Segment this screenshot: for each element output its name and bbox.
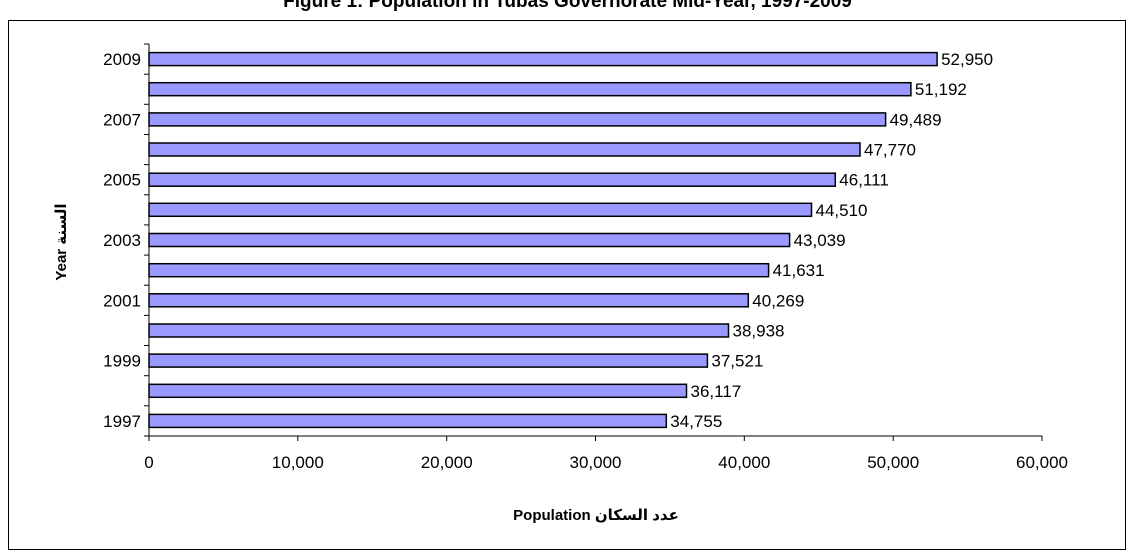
- y-tick-label-1999: 1999: [103, 352, 141, 371]
- chart-title: Figure 1: Population in Tubas Governorat…: [283, 0, 852, 12]
- bar-2000: [148, 323, 730, 338]
- x-tick-label-0: 0: [144, 453, 153, 472]
- y-tick-label-2009: 2009: [103, 50, 141, 69]
- x-axis-title: عدد السكان Population: [513, 507, 679, 524]
- data-label-2008: 51,192: [915, 80, 967, 99]
- data-label-1999: 37,521: [711, 352, 763, 371]
- data-label-1997: 34,755: [670, 412, 722, 431]
- bar-2007: [148, 112, 887, 127]
- bar-1998: [148, 383, 688, 399]
- bar-2001: [148, 293, 750, 308]
- y-tick-label-2005: 2005: [103, 171, 141, 190]
- data-label-2002: 41,631: [773, 261, 825, 280]
- data-label-2003: 43,039: [794, 231, 846, 250]
- y-axis-title: السنة Year: [53, 203, 70, 280]
- x-tick-label-60000: 60,000: [1016, 453, 1068, 472]
- bar-2003: [148, 232, 791, 248]
- data-label-2001: 40,269: [752, 291, 804, 310]
- x-tick-label-10000: 10,000: [272, 453, 324, 472]
- bar-1999: [148, 353, 709, 368]
- data-label-2006: 47,770: [864, 141, 916, 160]
- bar-2006: [148, 142, 861, 157]
- data-label-2000: 38,938: [733, 322, 785, 341]
- bar-2004: [148, 202, 813, 218]
- bar-chart: 1997 1999 2001 2003 2005 2007 2009 0 10,000 20,00…: [53, 43, 1068, 524]
- y-tick-label-2007: 2007: [103, 110, 141, 129]
- data-label-2004: 44,510: [816, 201, 868, 220]
- data-label-2007: 49,489: [890, 110, 942, 129]
- y-tick-label-1997: 1997: [103, 412, 141, 431]
- y-tick-label-2001: 2001: [103, 291, 141, 310]
- y-tick-label-2003: 2003: [103, 231, 141, 250]
- data-label-1998: 36,117: [691, 382, 742, 401]
- data-label-2009: 52,950: [941, 50, 993, 69]
- x-tick-label-30000: 30,000: [570, 453, 622, 472]
- x-tick-label-20000: 20,000: [421, 453, 473, 472]
- x-tick-label-50000: 50,000: [867, 453, 919, 472]
- data-label-2005: 46,111: [839, 171, 888, 190]
- bar-2002: [148, 262, 770, 278]
- x-tick-label-40000: 40,000: [718, 453, 770, 472]
- bar-2008: [148, 81, 912, 97]
- bar-2005: [148, 172, 837, 187]
- bar-2009: [148, 51, 938, 67]
- bar-1997: [148, 413, 668, 429]
